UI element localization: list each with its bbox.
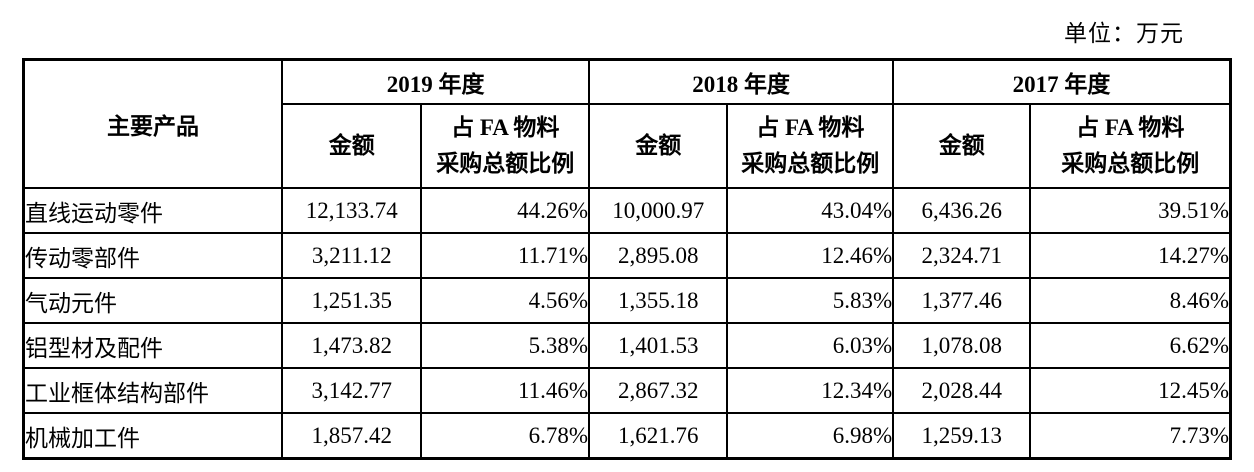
table-row: 气动元件 1,251.35 4.56% 1,355.18 5.83% 1,377… xyxy=(22,277,1232,324)
amount-cell-2019: 3,142.77 xyxy=(281,367,423,414)
ratio-cell-2019: 6.78% xyxy=(420,412,591,460)
product-cell: 工业框体结构部件 xyxy=(22,367,284,414)
ratio-cell-2017: 8.46% xyxy=(1029,277,1232,324)
amount-cell-2019: 12,133.74 xyxy=(281,187,423,234)
amount-cell-2018: 2,867.32 xyxy=(588,367,729,414)
year-header-2018: 2018 年度 xyxy=(588,58,895,105)
ratio-header-line1: 占 FA 物料 xyxy=(451,115,560,141)
product-cell: 机械加工件 xyxy=(22,412,284,460)
unit-label: 单位：万元 xyxy=(1064,21,1184,46)
ratio-cell-2017: 14.27% xyxy=(1029,232,1232,279)
table-row: 工业框体结构部件 3,142.77 11.46% 2,867.32 12.34%… xyxy=(22,367,1232,414)
sub-header-row: 金额 占 FA 物料 采购总额比例 金额 占 FA 物料 采购总额比例 金额 占… xyxy=(24,103,1232,189)
ratio-cell-2017: 39.51% xyxy=(1029,187,1232,234)
ratio-cell-2019: 11.46% xyxy=(420,367,591,414)
table-row: 铝型材及配件 1,473.82 5.38% 1,401.53 6.03% 1,0… xyxy=(22,322,1232,369)
amount-cell-2017: 2,028.44 xyxy=(892,367,1032,414)
product-cell: 铝型材及配件 xyxy=(22,322,284,369)
amount-cell-2019: 1,473.82 xyxy=(281,322,423,369)
amount-cell-2017: 6,436.26 xyxy=(892,187,1032,234)
ratio-cell-2019: 11.71% xyxy=(420,232,591,279)
ratio-header-2019: 占 FA 物料 采购总额比例 xyxy=(420,103,591,189)
ratio-cell-2019: 5.38% xyxy=(420,322,591,369)
product-cell: 气动元件 xyxy=(22,277,284,324)
product-column-header: 主要产品 xyxy=(22,58,284,189)
ratio-cell-2019: 44.26% xyxy=(420,187,591,234)
procurement-table: 主要产品 2019 年度 2018 年度 2017 年度 金额 占 FA 物料 … xyxy=(22,58,1232,460)
ratio-header-line2: 采购总额比例 xyxy=(1061,151,1200,176)
amount-cell-2017: 2,324.71 xyxy=(892,232,1032,279)
ratio-header-2017: 占 FA 物料 采购总额比例 xyxy=(1029,103,1232,189)
year-header-row: 主要产品 2019 年度 2018 年度 2017 年度 xyxy=(22,58,1232,189)
ratio-cell-2018: 6.03% xyxy=(726,322,895,369)
amount-cell-2018: 1,401.53 xyxy=(588,322,729,369)
amount-cell-2018: 1,355.18 xyxy=(588,277,729,324)
amount-cell-2017: 1,377.46 xyxy=(892,277,1032,324)
amount-header-2019: 金额 xyxy=(281,103,423,189)
amount-cell-2019: 1,251.35 xyxy=(281,277,423,324)
amount-cell-2019: 3,211.12 xyxy=(281,232,423,279)
ratio-header-line2: 采购总额比例 xyxy=(436,151,575,176)
amount-header-2017: 金额 xyxy=(892,103,1032,189)
amount-cell-2019: 1,857.42 xyxy=(281,412,423,460)
ratio-header-line1: 占 FA 物料 xyxy=(756,115,865,141)
ratio-cell-2018: 43.04% xyxy=(726,187,895,234)
ratio-cell-2017: 6.62% xyxy=(1029,322,1232,369)
table-row: 直线运动零件 12,133.74 44.26% 10,000.97 43.04%… xyxy=(22,187,1232,234)
year-header-2017: 2017 年度 xyxy=(892,58,1232,105)
ratio-cell-2018: 6.98% xyxy=(726,412,895,460)
product-cell: 直线运动零件 xyxy=(22,187,284,234)
ratio-cell-2019: 4.56% xyxy=(420,277,591,324)
product-cell: 传动零部件 xyxy=(22,232,284,279)
ratio-header-2018: 占 FA 物料 采购总额比例 xyxy=(726,103,895,189)
ratio-header-line2: 采购总额比例 xyxy=(741,151,880,176)
amount-cell-2018: 10,000.97 xyxy=(588,187,729,234)
amount-header-2018: 金额 xyxy=(588,103,729,189)
ratio-cell-2018: 5.83% xyxy=(726,277,895,324)
amount-cell-2018: 1,621.76 xyxy=(588,412,729,460)
ratio-cell-2018: 12.34% xyxy=(726,367,895,414)
amount-cell-2017: 1,078.08 xyxy=(892,322,1032,369)
ratio-cell-2017: 12.45% xyxy=(1029,367,1232,414)
ratio-cell-2017: 7.73% xyxy=(1029,412,1232,460)
table-row: 传动零部件 3,211.12 11.71% 2,895.08 12.46% 2,… xyxy=(22,232,1232,279)
amount-cell-2018: 2,895.08 xyxy=(588,232,729,279)
table-row: 机械加工件 1,857.42 6.78% 1,621.76 6.98% 1,25… xyxy=(22,412,1232,460)
amount-cell-2017: 1,259.13 xyxy=(892,412,1032,460)
year-header-2019: 2019 年度 xyxy=(281,58,591,105)
ratio-header-line1: 占 FA 物料 xyxy=(1076,115,1185,141)
ratio-cell-2018: 12.46% xyxy=(726,232,895,279)
